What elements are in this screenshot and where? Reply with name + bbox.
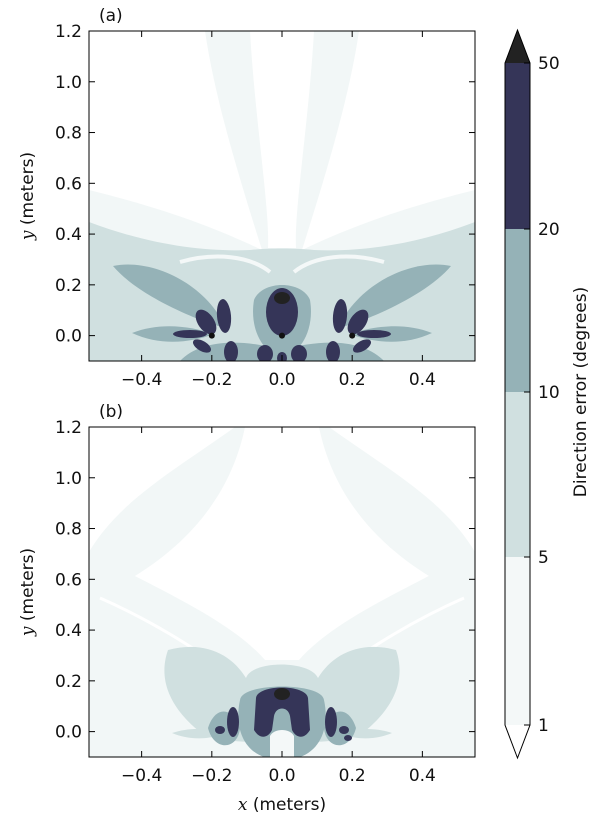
panel-a-axes: −0.4 −0.2 0.0 0.2 0.4 0.0 0.2 0.4 0.6 0.8 1.0 1.2 <box>55 22 475 390</box>
panel-b-y-tick-label: 1.2 <box>55 418 82 438</box>
panel-a-white-arc <box>179 254 385 274</box>
panel-b-petal-right-dot <box>344 735 352 741</box>
panel-a-sensor-point <box>349 332 356 339</box>
panel-a-x-tick-label: −0.2 <box>191 370 232 390</box>
panel-a-y-tick-label: 0.2 <box>55 276 82 296</box>
panel-b-x-tick-label: −0.4 <box>121 766 162 786</box>
panel-b-petal-center <box>254 687 310 737</box>
panel-b-x-tick-label: 0.2 <box>339 766 366 786</box>
panel-a-petal <box>257 345 273 361</box>
panel-b-petal-left-small <box>215 726 225 734</box>
panel-b-white-core <box>270 730 294 757</box>
panel-b-level-1-upper-left <box>89 427 245 600</box>
colorbar-tick-label: 20 <box>538 220 560 240</box>
panel-a-x-tick-label: 0.0 <box>268 370 295 390</box>
colorbar-segment-20-50 <box>505 63 530 229</box>
colorbar-extend-min-triangle <box>505 725 530 758</box>
panel-a-tag: (a) <box>99 6 123 26</box>
panel-b-y-tick-label: 0.2 <box>55 672 82 692</box>
panel-a-petal <box>216 299 232 333</box>
panel-a-y-tick-label: 1.2 <box>55 22 82 42</box>
panel-a-petal <box>224 341 238 361</box>
panel-b-level-1-upper-right <box>319 427 475 600</box>
panel-b-petal-right <box>325 707 337 737</box>
panel-b-x-axis-label: x (meters) <box>238 795 326 815</box>
panel-a-level-4-regions <box>173 288 391 361</box>
colorbar-segment-1-5 <box>505 557 530 725</box>
panel-a-petal <box>347 309 369 335</box>
panel-a-contours <box>89 31 475 361</box>
panel-b-y-axis-label: y (meters) <box>18 548 38 637</box>
panel-b: −0.4 −0.2 0.0 0.2 0.4 0.0 0.2 0.4 0.6 0.8 1.0 1.2 (… <box>18 402 476 815</box>
panel-b-tag: (b) <box>99 402 123 422</box>
panel-a-petal <box>326 341 340 361</box>
panel-a-white-lobe-right <box>302 31 475 250</box>
colorbar-label: Direction error (degrees) <box>571 287 591 497</box>
panel-a-petal <box>192 339 212 353</box>
panel-b-x-tick-label: 0.4 <box>409 766 436 786</box>
colorbar: 1 5 10 20 50 Direction error (degrees) <box>504 28 591 760</box>
colorbar-tick-label: 10 <box>538 383 560 403</box>
panel-a-y-tick-label: 0.0 <box>55 327 82 347</box>
panel-a-y-tick-label: 0.6 <box>55 174 82 194</box>
panel-b-extend-max-region <box>274 688 290 700</box>
panel-b-contours <box>89 427 475 757</box>
panel-a-x-tick-label: −0.4 <box>121 370 162 390</box>
panel-b-y-tick-label: 1.0 <box>55 469 82 489</box>
panel-b-petal-right-small <box>339 726 349 734</box>
panel-b-y-tick-label: 0.6 <box>55 570 82 590</box>
panel-a-x-tick-label: 0.4 <box>409 370 436 390</box>
colorbar-segment-5-10 <box>505 392 530 557</box>
panel-b-axes: −0.4 −0.2 0.0 0.2 0.4 0.0 0.2 0.4 0.6 0.8 1.0 1.2 <box>55 418 475 786</box>
panel-a-sensor-point <box>208 332 215 339</box>
panel-b-level-2-wing-right <box>348 665 398 685</box>
colorbar-tick-label: 1 <box>538 716 549 736</box>
colorbar-extend-max-triangle <box>505 30 530 63</box>
panel-a-petal <box>195 309 217 335</box>
panel-b-x-tick-label: 0.0 <box>268 766 295 786</box>
colorbar-ticks: 1 5 10 20 50 <box>524 54 560 736</box>
panel-a-y-axis-label: y (meters) <box>18 152 38 241</box>
panel-b-y-tick-label: 0.8 <box>55 520 82 540</box>
panel-a: −0.4 −0.2 0.0 0.2 0.4 0.0 0.2 0.4 0.6 0.8 1.0 1.2 (… <box>18 6 476 390</box>
panel-a-petal <box>173 330 207 338</box>
colorbar-tick-label: 5 <box>538 548 549 568</box>
panel-b-level-2-wing-left <box>166 665 216 685</box>
panel-a-y-tick-label: 0.8 <box>55 124 82 144</box>
panel-a-x-tick-label: 0.2 <box>339 370 366 390</box>
panel-b-level-4-regions <box>215 687 352 741</box>
panel-a-petal <box>352 339 372 353</box>
colorbar-tick-label: 50 <box>538 54 560 74</box>
panel-b-y-tick-label: 0.0 <box>55 723 82 743</box>
panel-a-petal <box>332 299 348 333</box>
panel-a-petal <box>357 330 391 338</box>
colorbar-segment-10-20 <box>505 229 530 392</box>
panel-a-y-tick-label: 0.4 <box>55 225 82 245</box>
panel-a-petal <box>291 345 307 361</box>
panel-b-x-tick-label: −0.2 <box>191 766 232 786</box>
panel-b-petal-left <box>227 707 239 737</box>
panel-a-sensor-point <box>279 332 285 339</box>
panel-a-extend-max-region <box>274 292 290 304</box>
panel-a-petal-center-top <box>266 288 298 336</box>
panel-b-y-tick-label: 0.4 <box>55 621 82 641</box>
panel-a-white-lobe-left <box>89 31 262 250</box>
panel-a-y-tick-label: 1.0 <box>55 73 82 93</box>
